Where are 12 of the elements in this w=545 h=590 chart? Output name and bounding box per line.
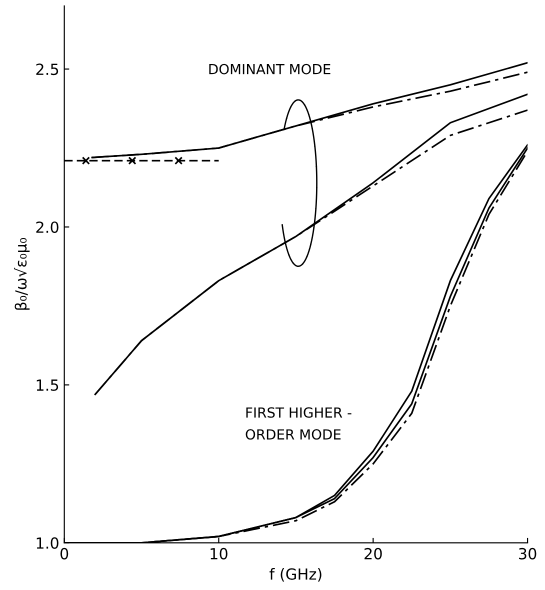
y-tick-label: 2.5 [36, 64, 58, 76]
y-tick-label: 1.5 [36, 380, 58, 391]
y-tick-label: 2.0 [36, 221, 58, 233]
x-tick-label: 30 [519, 548, 536, 560]
x-axis-title: f (GHz) [270, 568, 322, 582]
annotation: FIRST HIGHER - ORDER MODE [246, 407, 352, 440]
annotation: DOMINANT MODE [209, 64, 330, 74]
x-tick-label: 0 [60, 548, 68, 560]
y-tick-label: 1.0 [36, 537, 58, 549]
y-axis-title: β₀/ω√ε₀μ₀ [14, 238, 30, 310]
x-tick-label: 20 [364, 548, 382, 560]
x-tick-label: 10 [210, 548, 228, 560]
